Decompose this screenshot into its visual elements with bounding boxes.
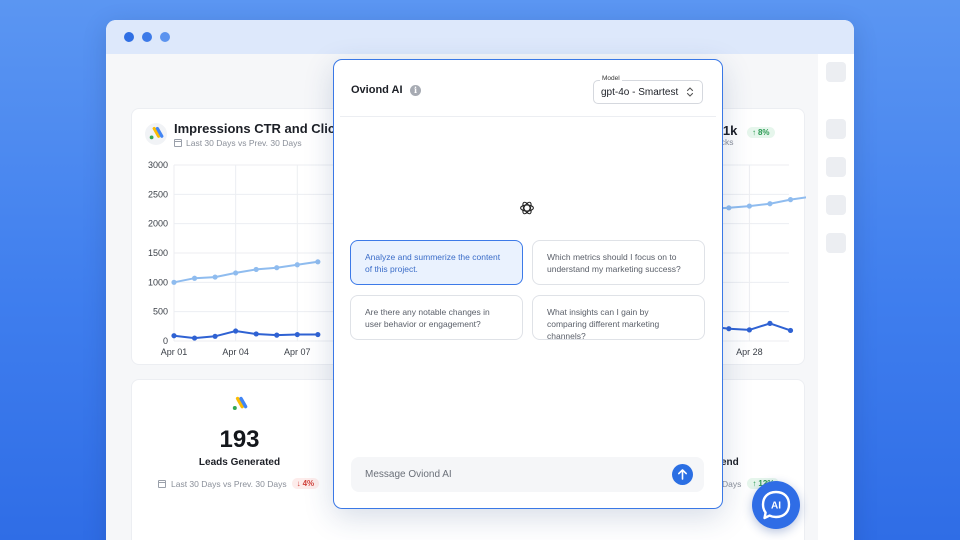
x-tick-label: Apr 04 [222, 347, 249, 357]
x-tick-label: Apr 01 [161, 347, 188, 357]
leads-subtitle: Last 30 Days vs Prev. 30 Days ↓ 4% [158, 478, 320, 489]
toolbar-button[interactable] [826, 157, 846, 177]
arrow-up-icon: ↑ [751, 128, 756, 137]
series-point-0 [746, 203, 753, 209]
series-point-1 [253, 331, 259, 337]
info-icon[interactable]: i [410, 85, 421, 96]
google-ads-icon [232, 396, 248, 410]
series-point-0 [315, 259, 321, 265]
chevron-updown-icon [686, 87, 694, 97]
calendar-icon [158, 479, 166, 488]
toolbar-button[interactable] [826, 195, 846, 215]
series-line-1 [173, 329, 318, 340]
x-tick-label: Apr 28 [736, 347, 763, 357]
series-point-0 [191, 275, 198, 281]
model-select[interactable]: Model gpt-4o - Smartest [593, 75, 703, 104]
y-tick-label: 2000 [148, 219, 168, 229]
series-point-1 [294, 331, 300, 338]
toolbar-button[interactable] [826, 233, 846, 253]
window-minimize-button[interactable] [142, 32, 152, 42]
y-tick-label: 0 [163, 336, 168, 346]
window-maximize-button[interactable] [160, 32, 170, 42]
arrow-down-icon: ↓ [296, 479, 301, 488]
window-titlebar [106, 20, 854, 54]
series-point-1 [746, 327, 753, 333]
series-line-0 [708, 196, 806, 210]
series-point-1 [787, 327, 794, 334]
clicks-label: licks [717, 137, 734, 147]
suggestion-card[interactable]: Which metrics should I focus on to under… [532, 240, 705, 285]
y-tick-label: 1000 [148, 277, 168, 287]
model-value: gpt-4o - Smartest [601, 87, 679, 98]
chart-subtitle-text: Last 30 Days vs Prev. 30 Days [186, 138, 302, 148]
leads-change-badge: ↓ 4% [291, 478, 320, 489]
ai-chat-icon: AI [761, 490, 791, 520]
toolbar-button[interactable] [826, 62, 846, 82]
series-point-1 [212, 333, 218, 339]
model-label: Model [600, 75, 622, 82]
ai-assistant-button[interactable]: AI [752, 481, 800, 529]
series-point-1 [726, 326, 732, 332]
series-point-1 [233, 328, 239, 334]
series-point-0 [253, 266, 259, 273]
leads-value: 193 [219, 426, 260, 453]
x-tick-label: Apr 07 [284, 347, 311, 357]
chat-title: Oviond AI [351, 84, 403, 96]
ai-chat-panel: Oviond AI i Model gpt-4o - Smartest Anal… [333, 59, 723, 509]
series-point-0 [726, 205, 732, 211]
y-tick-label: 1500 [148, 248, 168, 258]
series-point-1 [315, 331, 321, 338]
series-line-0 [173, 260, 318, 284]
series-point-0 [171, 279, 177, 285]
message-input[interactable] [351, 457, 661, 492]
series-point-1 [171, 333, 177, 339]
arrow-up-icon [678, 469, 687, 480]
message-input-container [351, 457, 704, 492]
calendar-icon [174, 139, 182, 147]
series-point-0 [767, 201, 773, 207]
suggestion-card[interactable]: Analyze and summerize the content of thi… [350, 240, 523, 285]
arrow-up-icon: ↑ [752, 479, 757, 488]
toolbar-button[interactable] [826, 119, 846, 139]
series-point-0 [787, 197, 794, 203]
y-tick-label: 3000 [148, 160, 168, 170]
series-point-0 [233, 270, 239, 276]
spend-label: end [721, 457, 739, 468]
series-point-1 [191, 335, 198, 341]
y-tick-label: 2500 [148, 189, 168, 199]
chart-title: Impressions CTR and Clicks [174, 121, 350, 136]
y-tick-label: 500 [153, 307, 168, 317]
series-point-1 [767, 320, 773, 326]
fab-label: AI [771, 501, 781, 512]
suggestion-card[interactable]: Are there any notable changes in user be… [350, 295, 523, 340]
openai-logo-icon [520, 201, 534, 215]
leads-label: Leads Generated [198, 457, 281, 468]
clicks-change-badge: ↑ 8% [746, 127, 775, 138]
series-point-1 [274, 332, 280, 338]
chart-subtitle: Last 30 Days vs Prev. 30 Days [174, 138, 302, 148]
suggestion-card[interactable]: What insights can I gain by comparing di… [532, 295, 705, 341]
window-close-button[interactable] [124, 32, 134, 42]
chat-divider [340, 116, 716, 117]
send-button[interactable] [672, 464, 693, 485]
google-ads-icon [145, 123, 167, 145]
series-point-0 [212, 274, 218, 280]
series-point-0 [274, 265, 280, 271]
series-point-0 [294, 262, 300, 268]
